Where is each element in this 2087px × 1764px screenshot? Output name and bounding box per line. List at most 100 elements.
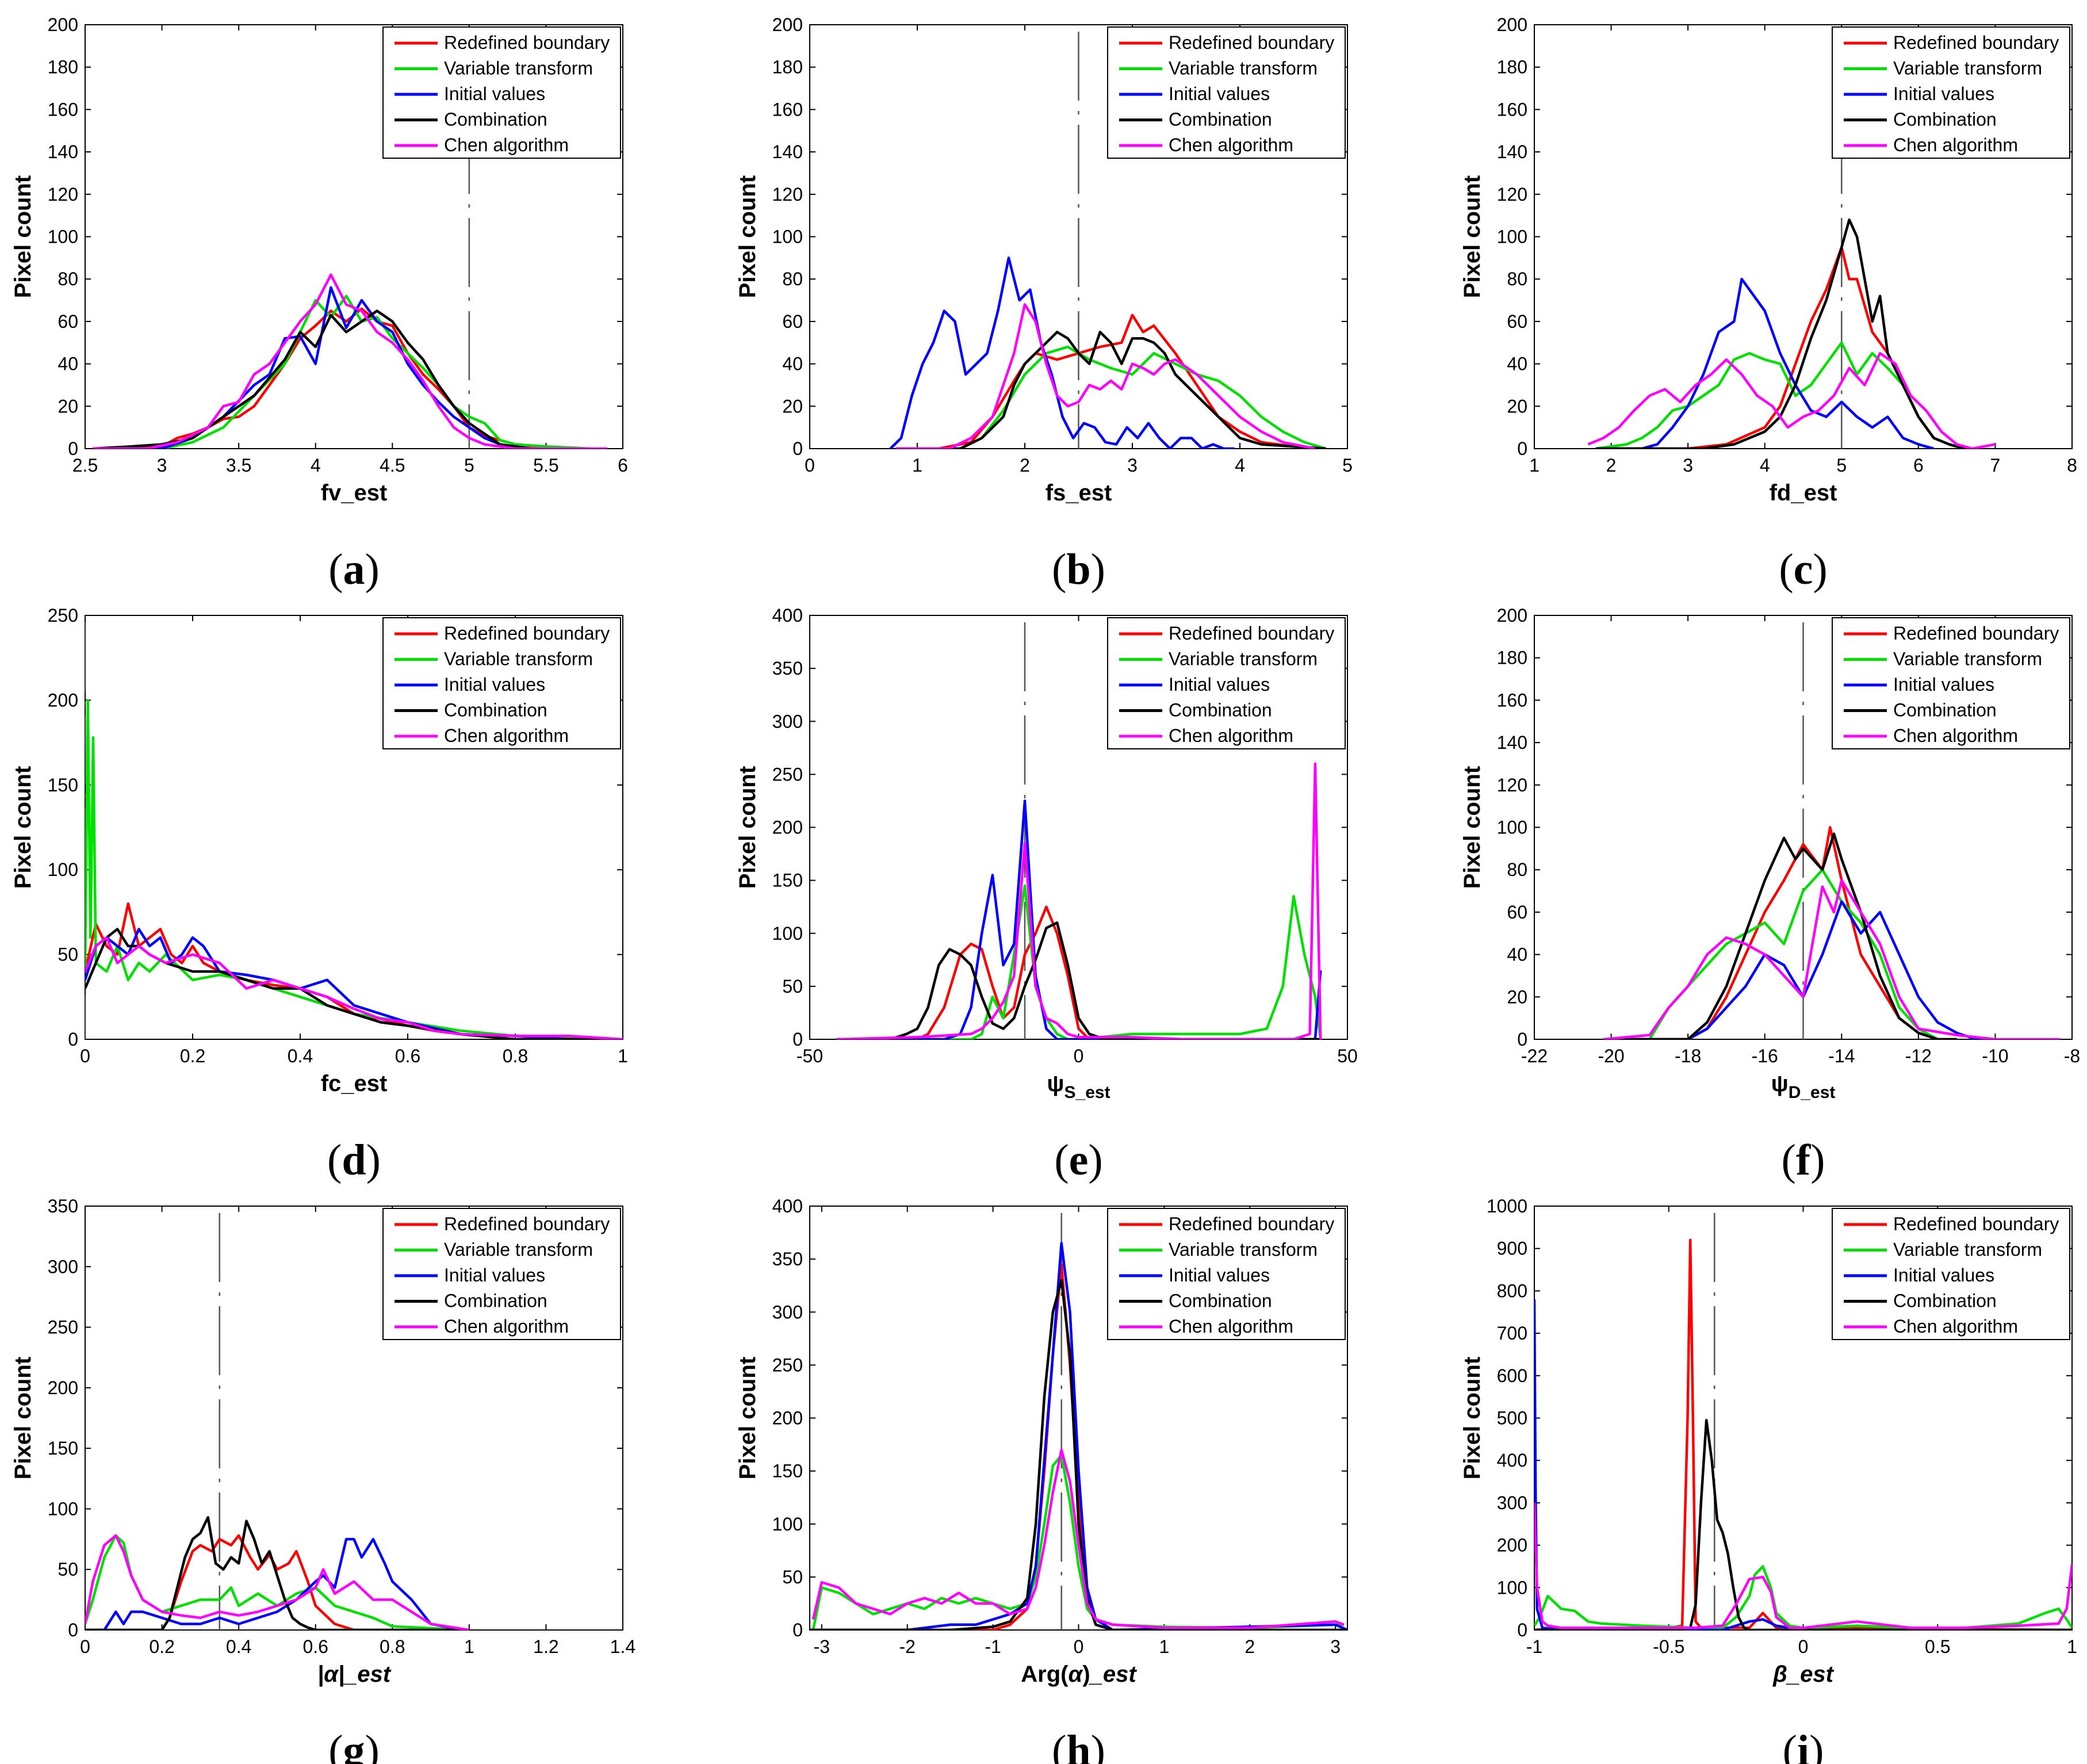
x-tick-label: -20 xyxy=(1598,1046,1624,1066)
x-axis-label: ψS_est xyxy=(1047,1071,1110,1102)
x-tick-label: -18 xyxy=(1675,1046,1701,1066)
legend-box xyxy=(382,26,621,159)
y-tick-label: 120 xyxy=(772,184,803,205)
y-tick-label: 140 xyxy=(48,141,78,162)
x-tick-label: 0.8 xyxy=(503,1046,528,1066)
panel-i: -1 -0.5 0 0.5 1 0 100 200 300 400 500 600 700 800 900 1… xyxy=(1460,1196,2077,1764)
x-tick-label: 1 xyxy=(464,1636,474,1657)
series-line-variable-transform xyxy=(895,345,1327,449)
y-tick-label: 140 xyxy=(1497,732,1527,753)
y-tick-label: 0 xyxy=(792,1029,803,1050)
legend-label: Variable transform xyxy=(1893,58,2042,79)
x-tick-label: 1 xyxy=(2067,1636,2077,1657)
y-tick-label: 180 xyxy=(1497,57,1527,78)
panel-a: 2.5 3 3.5 4 4.5 5 5.5 6020406080100120140160180… xyxy=(10,14,628,594)
y-tick-label: 100 xyxy=(1497,1577,1527,1598)
legend-label: Chen algorithm xyxy=(444,725,569,746)
legend-label: Combination xyxy=(1169,109,1272,130)
x-axis-label: |α|_est xyxy=(317,1662,392,1687)
x-tick-label: -0.5 xyxy=(1653,1636,1684,1657)
panel-letter: (h) xyxy=(1052,1727,1105,1764)
y-tick-label: 160 xyxy=(48,99,78,120)
series-line-chen-algorithm xyxy=(93,273,608,449)
x-tick-label: -1 xyxy=(1526,1636,1542,1657)
panel-letter: (f) xyxy=(1782,1136,1825,1184)
x-tick-label: 5 xyxy=(464,455,474,476)
y-tick-label: 250 xyxy=(48,1317,78,1338)
panel-e: -50 0 50050100150200250300350400ψS_estPixe… xyxy=(735,605,1358,1184)
y-tick-label: 250 xyxy=(772,1354,803,1375)
y-tick-label: 180 xyxy=(1497,648,1527,668)
y-tick-label: 300 xyxy=(48,1256,78,1277)
x-axis-label: Arg(α)_est xyxy=(1021,1662,1137,1687)
legend-label: Redefined boundary xyxy=(1893,32,2059,53)
x-tick-label: -12 xyxy=(1905,1046,1932,1066)
series-line-variable-transform xyxy=(85,1534,470,1630)
x-tick-label: -1 xyxy=(985,1636,1001,1657)
legend-label: Redefined boundary xyxy=(1169,623,1334,644)
x-tick-label: -3 xyxy=(814,1636,830,1657)
y-tick-label: 0 xyxy=(1517,1029,1527,1050)
legend-box xyxy=(382,617,621,749)
y-tick-label: 150 xyxy=(772,1461,803,1482)
y-tick-label: 300 xyxy=(772,1302,803,1322)
x-tick-label: 6 xyxy=(1913,455,1924,476)
x-axis-label: ψD_est xyxy=(1771,1071,1836,1102)
legend-label: Chen algorithm xyxy=(1893,725,2018,746)
x-tick-label: 4 xyxy=(311,455,321,476)
series-line-initial-values xyxy=(1534,1299,2072,1630)
y-tick-label: 60 xyxy=(1507,311,1527,332)
panel-letter: (a) xyxy=(328,545,380,594)
x-tick-label: 0 xyxy=(1074,1046,1084,1066)
y-tick-label: 200 xyxy=(48,1377,78,1398)
y-tick-label: 0 xyxy=(792,1620,803,1640)
y-tick-label: 1000 xyxy=(1487,1196,1527,1216)
y-axis-label: Pixel count xyxy=(1460,766,1485,889)
x-tick-label: -8 xyxy=(2064,1046,2080,1066)
legend-label: Combination xyxy=(1893,1291,1997,1311)
y-tick-label: 350 xyxy=(772,658,803,679)
series-line-redefined-boundary xyxy=(836,905,1321,1039)
series-line-redefined-boundary xyxy=(85,1534,469,1630)
y-tick-label: 0 xyxy=(1517,1620,1527,1640)
y-tick-label: 50 xyxy=(782,976,803,997)
legend: Redefined boundary Variable transform Init… xyxy=(1832,1208,2070,1340)
legend-label: Chen algorithm xyxy=(1169,1316,1293,1337)
y-tick-label: 20 xyxy=(782,396,803,416)
y-tick-label: 40 xyxy=(782,354,803,374)
legend-label: Combination xyxy=(1169,1291,1272,1311)
legend-label: Variable transform xyxy=(444,649,593,669)
x-tick-label: 2 xyxy=(1020,455,1030,476)
series-line-combination xyxy=(1603,832,1957,1039)
y-tick-label: 50 xyxy=(58,944,78,965)
series-line-initial-values xyxy=(1603,900,1996,1039)
x-tick-label: 0.8 xyxy=(380,1636,405,1657)
x-tick-label: 5.5 xyxy=(533,455,558,476)
series-line-chen-algorithm xyxy=(85,936,623,1039)
y-tick-label: 100 xyxy=(48,1498,78,1519)
y-tick-label: 160 xyxy=(1497,690,1527,710)
y-tick-label: 160 xyxy=(1497,99,1527,120)
x-tick-label: 1 xyxy=(618,1046,628,1066)
y-tick-label: 600 xyxy=(1497,1365,1527,1386)
y-tick-label: 100 xyxy=(48,859,78,880)
y-axis-label: Pixel count xyxy=(10,1357,36,1479)
x-tick-label: 0.4 xyxy=(226,1636,251,1657)
legend-label: Redefined boundary xyxy=(444,32,610,53)
x-tick-label: 3 xyxy=(1127,455,1138,476)
y-tick-label: 350 xyxy=(48,1196,78,1216)
y-tick-label: 150 xyxy=(772,870,803,891)
y-tick-label: 60 xyxy=(782,311,803,332)
y-axis-label: Pixel count xyxy=(1460,1357,1485,1479)
legend-label: Redefined boundary xyxy=(1169,32,1334,53)
y-tick-label: 150 xyxy=(48,775,78,795)
y-tick-label: 140 xyxy=(1497,141,1527,162)
x-tick-label: 5 xyxy=(1836,455,1847,476)
x-tick-label: 3 xyxy=(157,455,167,476)
y-tick-label: 20 xyxy=(1507,396,1527,416)
x-tick-label: -50 xyxy=(796,1046,823,1066)
legend-label: Initial values xyxy=(1169,1265,1270,1285)
x-tick-label: 4 xyxy=(1760,455,1770,476)
panel-c: 1 2 3 4 5 6 7 8020406080100120140160180200fd_es… xyxy=(1460,14,2077,594)
y-tick-label: 400 xyxy=(772,605,803,626)
